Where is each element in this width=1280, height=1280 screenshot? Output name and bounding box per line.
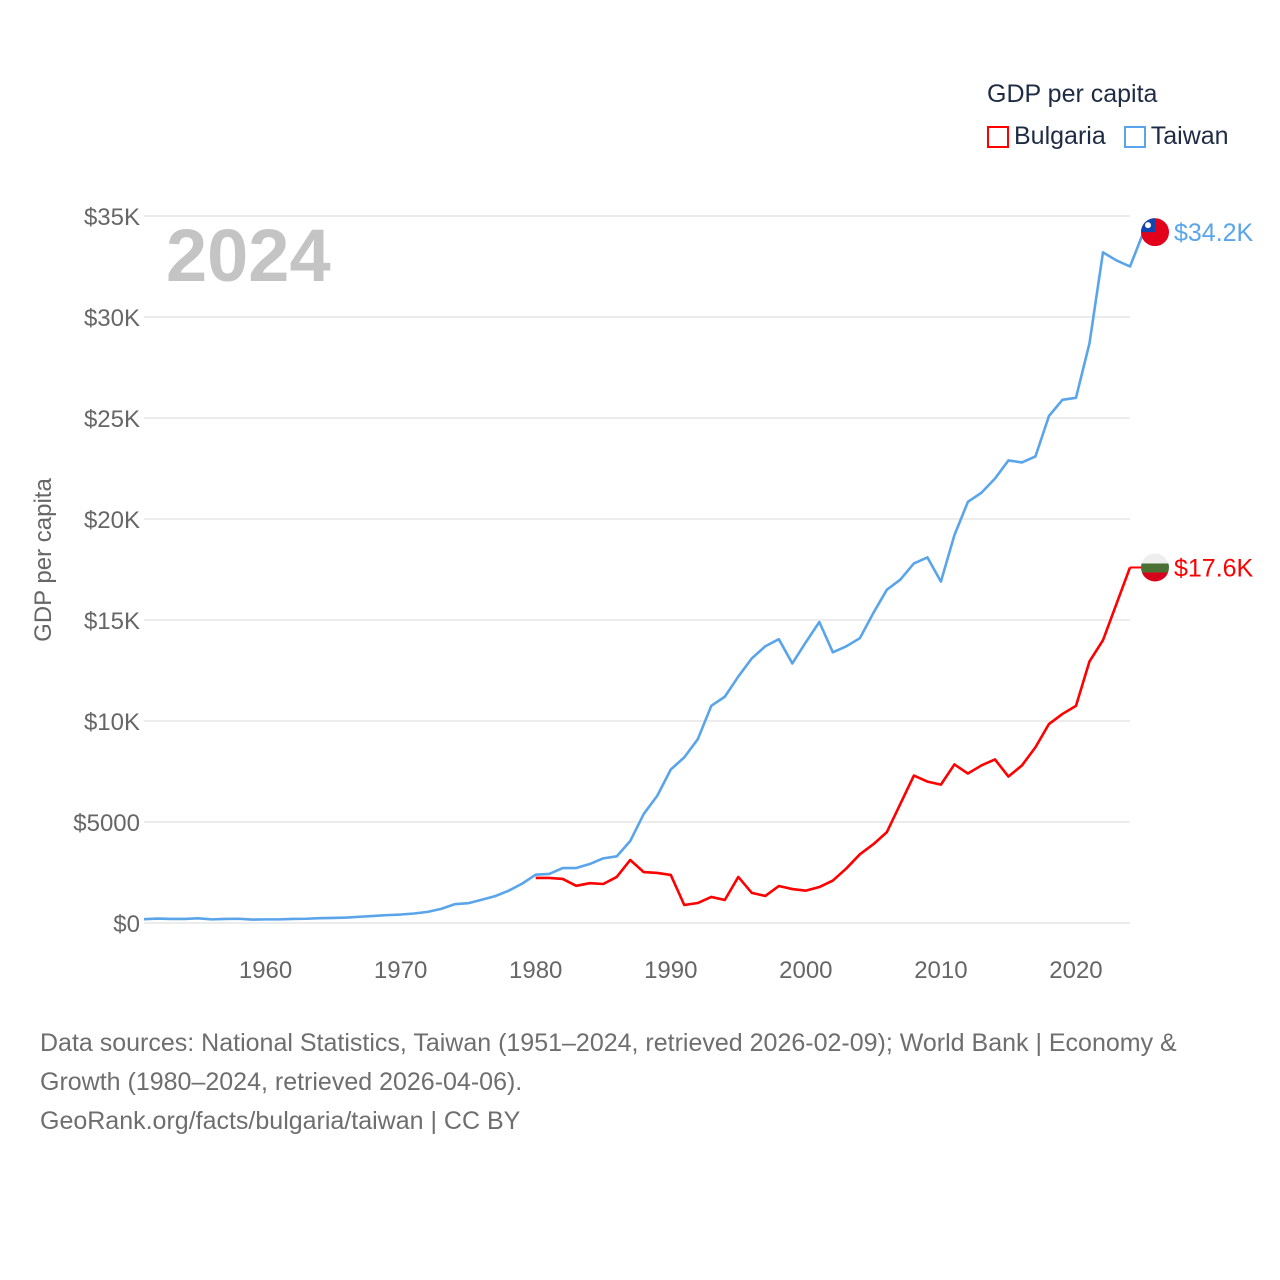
end-value-label: $17.6K: [1174, 554, 1254, 582]
series-line-taiwan: [143, 231, 1145, 921]
flag-sun: [1145, 222, 1151, 229]
flag-body: [1141, 553, 1169, 582]
legend-label: Bulgaria: [1014, 122, 1106, 150]
flag-body: [1141, 218, 1169, 247]
credit-link[interactable]: GeoRank.org/facts/bulgaria/taiwan | CC B…: [40, 1107, 521, 1135]
x-tick-label: 2020: [1049, 957, 1102, 984]
flag-stripe-green: [1141, 563, 1169, 573]
end-value-label: $34.2K: [1174, 219, 1254, 247]
legend-title: GDP per capita: [987, 80, 1158, 108]
x-tick-label: 2010: [914, 957, 967, 984]
y-tick-label: $10K: [84, 709, 140, 736]
flag-bulgaria-icon: [1141, 553, 1169, 582]
flag-stripe-red: [1141, 572, 1169, 582]
legend: Bulgaria Taiwan: [987, 122, 1229, 151]
y-axis-label: GDP per capita: [30, 478, 57, 642]
y-tick-label: $25K: [84, 406, 140, 433]
y-tick-label: $5000: [73, 810, 140, 837]
legend-item-taiwan[interactable]: Taiwan: [1123, 122, 1229, 151]
x-tick-label: 1980: [509, 957, 562, 984]
footer: Data sources: National Statistics, Taiwa…: [40, 1024, 1240, 1141]
flag-stripe-white: [1141, 553, 1169, 564]
series-line-bulgaria: [535, 567, 1132, 907]
y-tick-label: $20K: [84, 507, 140, 534]
year-watermark: 2024: [166, 214, 331, 297]
y-tick-label: $0: [113, 911, 140, 938]
legend-swatch-bulgaria: [987, 125, 1009, 148]
x-tick-label: 2000: [779, 957, 832, 984]
flag-taiwan-icon: [1141, 218, 1169, 247]
x-tick-label: 1970: [374, 957, 427, 984]
data-sources: Data sources: National Statistics, Taiwa…: [40, 1029, 1177, 1096]
y-tick-label: $30K: [84, 305, 140, 332]
legend-swatch-taiwan: [1123, 125, 1146, 148]
x-tick-label: 1990: [644, 957, 697, 984]
y-tick-label: $35K: [84, 204, 140, 231]
legend-item-bulgaria[interactable]: Bulgaria: [987, 122, 1106, 151]
legend-label: Taiwan: [1150, 122, 1229, 150]
line-chart: $0 $5000 $10K $15K $20K $25K $30K $35K 1960 1970 1…: [30, 204, 1254, 984]
x-tick-label: 1960: [239, 957, 292, 984]
y-tick-label: $15K: [84, 608, 140, 635]
